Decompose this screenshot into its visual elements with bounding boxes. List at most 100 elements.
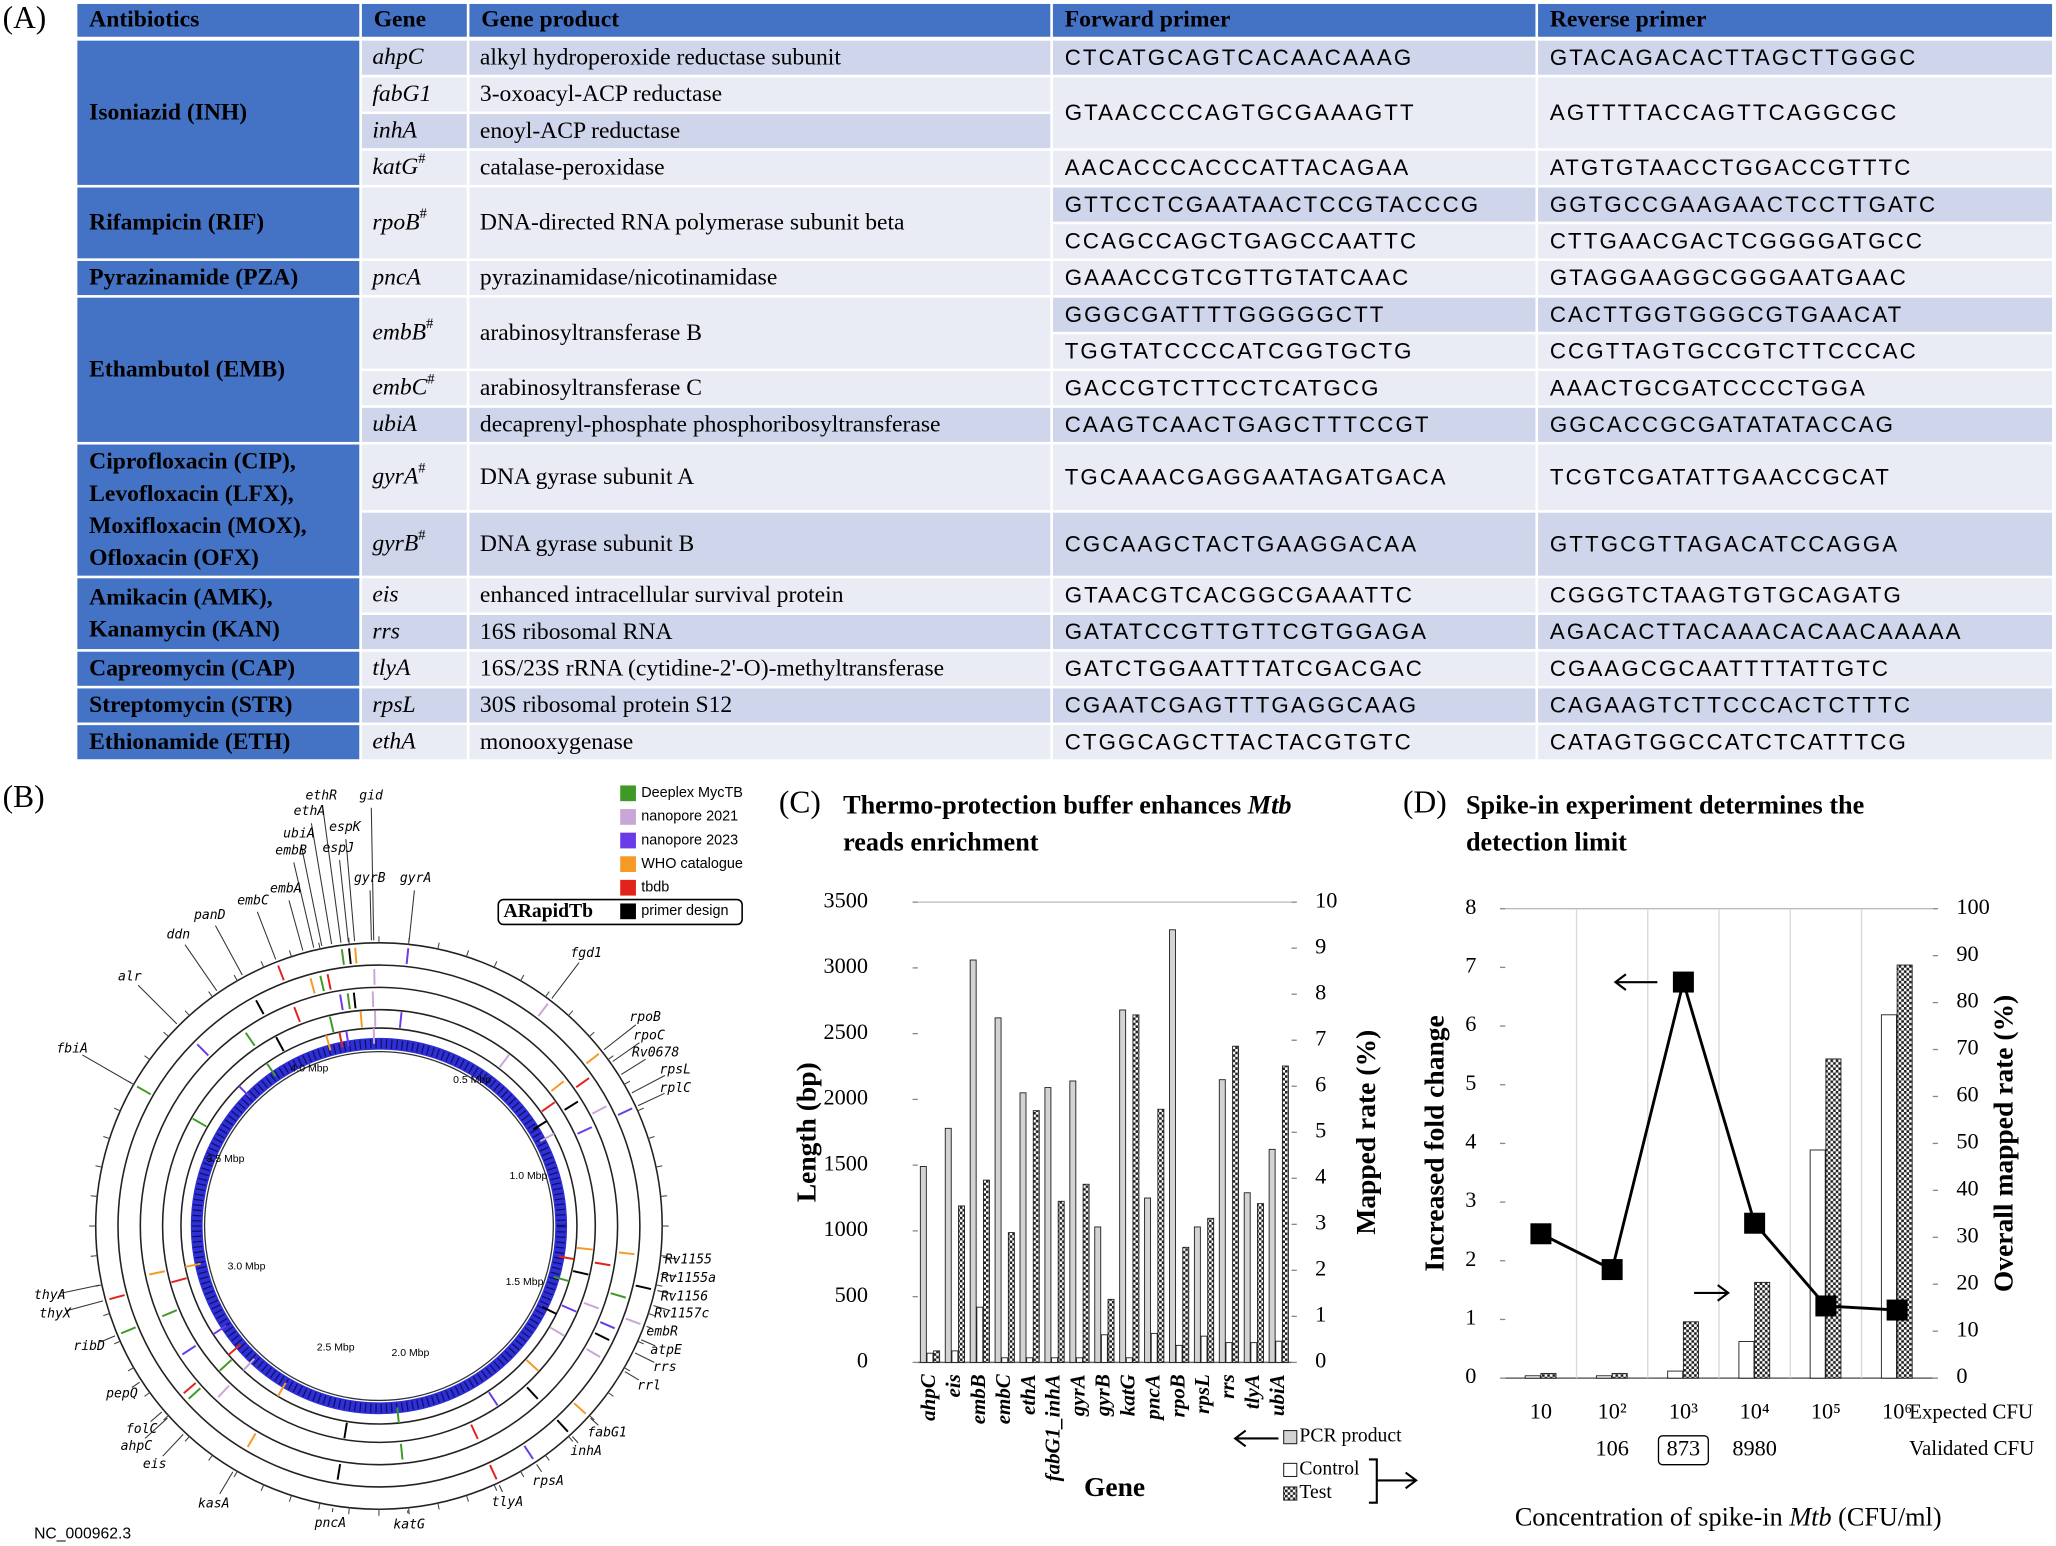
rich-text: Thermo-protection buffer enhances Mtb xyxy=(843,791,1291,820)
gene-symbol: ubiA xyxy=(372,412,417,438)
scale-tick xyxy=(114,1340,121,1345)
y-tick-label: 4 xyxy=(1465,1129,1476,1154)
variant-tick xyxy=(354,947,358,964)
gene-product: enoyl-ACP reductase xyxy=(480,118,680,144)
gene-product: 16S/23S rRNA (cytidine-2'-O)-methyltrans… xyxy=(480,655,944,681)
gene-leader xyxy=(310,823,333,945)
text-part: Thermo-protection buffer enhances xyxy=(843,791,1248,820)
antibiotic-name: Moxifloxacin (MOX), xyxy=(89,513,307,539)
gene-mark: # xyxy=(418,528,425,544)
primer-text: GGTGCCGAAGAACTCCTTGATC xyxy=(1550,192,1937,217)
antibiotic-name: Levofloxacin (LFX), xyxy=(89,481,293,507)
gene-label: Rv1156 xyxy=(661,1289,708,1304)
primer-text: GAAACCGTCGTTGTATCAAC xyxy=(1065,265,1411,290)
legend-arrow xyxy=(1233,1429,1279,1448)
rich-text: Spike-in experiment determines the xyxy=(1466,791,1864,820)
bar xyxy=(1107,1298,1115,1363)
gene-leader xyxy=(370,807,375,941)
scale-tick xyxy=(184,1436,190,1442)
scale-label: 1.0 Mbp xyxy=(510,1171,548,1182)
scale-tick xyxy=(233,1471,238,1478)
legend-text: tbdb xyxy=(641,880,669,896)
track-ring xyxy=(117,964,641,1488)
product-cell xyxy=(469,40,1051,75)
line xyxy=(1540,976,1898,1312)
variant-tick xyxy=(561,1304,577,1313)
variant-tick xyxy=(583,1301,600,1310)
bar xyxy=(1524,1375,1541,1379)
variant-tick xyxy=(537,1003,549,1017)
scale-tick xyxy=(437,942,440,950)
gene-leader xyxy=(631,1075,666,1094)
bar xyxy=(944,1127,952,1363)
gene-label: thyX xyxy=(39,1306,72,1321)
y2-tick-label: 100 xyxy=(1956,894,1989,919)
header-cell xyxy=(361,3,467,37)
variant-tick xyxy=(573,1402,587,1415)
bar xyxy=(1032,1110,1040,1363)
x-tick-label: 10⁶ xyxy=(1882,1399,1912,1424)
primer-cell xyxy=(1538,512,2053,576)
variant-tick xyxy=(196,1043,210,1057)
variant-tick xyxy=(617,1107,633,1116)
variant-tick xyxy=(171,1277,187,1284)
marker xyxy=(1886,1299,1908,1321)
variant-tick xyxy=(326,974,332,990)
antibiotic-cell xyxy=(77,260,360,296)
x-tick-label: eis xyxy=(941,1374,965,1397)
gene-leader xyxy=(603,1024,637,1051)
variant-tick xyxy=(212,1324,227,1336)
variant-tick xyxy=(577,1126,593,1135)
variant-tick xyxy=(339,994,344,1011)
legend-text: Control xyxy=(1299,1457,1360,1479)
scale-tick xyxy=(127,1367,134,1372)
gene-cell xyxy=(361,651,467,686)
variant-tick xyxy=(255,999,265,1015)
gene-label: embB xyxy=(275,844,307,859)
x-tick-label: 10 xyxy=(1530,1399,1552,1424)
primer-text: TGCAAACGAGGAATAGATGACA xyxy=(1065,465,1448,490)
scale-tick xyxy=(655,1165,663,1168)
gene-leader xyxy=(322,807,342,943)
header-cell xyxy=(469,3,1051,37)
y2-axis-title: Mapped rate (%) xyxy=(1350,1030,1381,1235)
bar xyxy=(1051,1357,1059,1363)
primer-cell xyxy=(1538,651,2053,686)
antibiotic-name: Ethambutol (EMB) xyxy=(89,357,285,383)
gene-mark: # xyxy=(427,372,434,388)
x-tick-label: pncA xyxy=(1140,1374,1164,1421)
rich-text: Concentration of spike-in Mtb (CFU/ml) xyxy=(1515,1503,1942,1532)
gene-label: espK xyxy=(329,820,362,835)
gene-name: ubiA xyxy=(372,412,417,438)
primer-cell xyxy=(1052,224,1536,259)
inner-ring xyxy=(203,1050,554,1402)
panel-label: (B) xyxy=(3,779,45,814)
gene-label: Rv1157c xyxy=(654,1306,709,1321)
variant-tick xyxy=(586,1348,601,1358)
variant-tick xyxy=(489,1464,498,1480)
gene-leader xyxy=(637,1092,665,1107)
y2-tick-label: 5 xyxy=(1315,1117,1326,1142)
x-tick-label: katG xyxy=(1115,1374,1139,1416)
bar xyxy=(1268,1148,1276,1363)
y-tick-label: 3000 xyxy=(823,953,868,978)
primer-text: GGGCGATTTTGGGGGCTT xyxy=(1065,302,1386,327)
variant-tick xyxy=(539,1132,555,1142)
legend-swatch xyxy=(620,879,636,896)
scale-tick xyxy=(637,1340,644,1345)
gene-product: pyrazinamidase/nicotinamidase xyxy=(480,265,777,291)
gene-label: ethA xyxy=(294,804,326,819)
scale-tick xyxy=(648,1313,655,1317)
variant-tick xyxy=(564,1100,579,1111)
scale-tick xyxy=(95,1165,103,1168)
variant-tick xyxy=(470,1424,479,1440)
gene-cell xyxy=(361,725,467,760)
variant-tick xyxy=(188,1387,201,1400)
gene-cell xyxy=(361,614,467,650)
variant-tick xyxy=(345,1030,350,1047)
scale-tick xyxy=(103,1135,110,1140)
text-part: Mtb xyxy=(1247,791,1292,820)
variant-tick xyxy=(265,1062,277,1077)
gene-label: thyA xyxy=(34,1288,66,1303)
gene-symbol: ahpC xyxy=(372,44,423,70)
